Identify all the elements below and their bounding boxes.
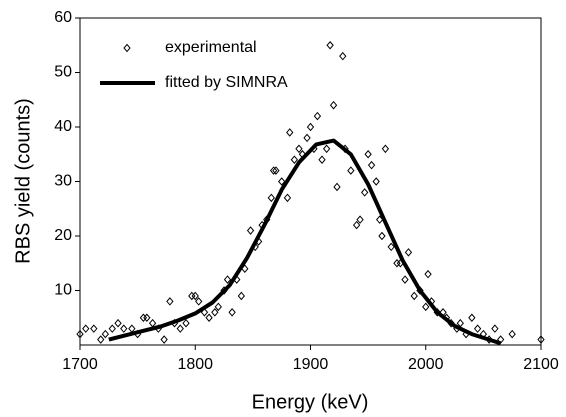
data-point xyxy=(306,122,315,132)
data-point xyxy=(387,242,395,252)
data-point xyxy=(339,51,347,61)
data-point xyxy=(295,144,303,154)
data-point xyxy=(223,275,232,284)
data-point xyxy=(286,128,294,137)
data-point xyxy=(97,335,105,344)
y-tick-label: 60 xyxy=(54,9,72,26)
data-point xyxy=(228,308,236,317)
legend-label: experimental xyxy=(165,39,257,56)
data-point xyxy=(195,297,203,306)
data-point xyxy=(143,313,151,323)
data-point xyxy=(182,318,190,328)
data-point xyxy=(246,226,255,235)
data-point xyxy=(166,297,174,306)
data-point xyxy=(313,111,322,121)
data-point xyxy=(278,177,286,186)
y-tick-label: 10 xyxy=(54,282,72,299)
data-point xyxy=(347,166,355,175)
data-point xyxy=(267,193,275,203)
data-point xyxy=(356,215,364,224)
legend-symbol xyxy=(123,43,131,53)
data-point xyxy=(361,188,369,197)
x-tick-label: 1800 xyxy=(177,356,213,373)
data-point xyxy=(322,144,331,154)
data-point xyxy=(205,313,213,323)
data-point xyxy=(381,144,390,154)
data-point xyxy=(468,313,476,323)
data-point xyxy=(367,160,376,170)
data-point xyxy=(214,302,222,312)
data-point xyxy=(303,133,311,143)
data-point xyxy=(401,275,409,284)
x-tick-label: 1900 xyxy=(293,356,329,373)
x-tick-label: 2000 xyxy=(408,356,444,373)
data-point xyxy=(422,302,430,312)
data-point xyxy=(290,155,299,164)
data-point xyxy=(160,335,168,344)
data-point xyxy=(404,248,413,257)
data-point xyxy=(90,324,98,333)
data-point xyxy=(191,291,199,301)
data-point xyxy=(333,182,341,192)
data-point xyxy=(473,324,482,333)
data-point xyxy=(283,193,292,203)
data-point xyxy=(237,291,246,301)
x-axis-title: Energy (keV) xyxy=(252,391,369,413)
y-tick-label: 40 xyxy=(54,118,72,135)
plot-frame xyxy=(79,17,542,346)
x-tick-label: 2100 xyxy=(523,356,559,373)
data-point xyxy=(272,166,280,175)
data-point xyxy=(108,324,116,333)
data-point xyxy=(329,100,338,110)
data-point xyxy=(101,329,110,339)
data-point xyxy=(364,149,372,159)
data-point xyxy=(326,40,334,50)
data-point xyxy=(318,155,326,164)
data-point xyxy=(491,324,499,333)
x-tick-label: 1700 xyxy=(62,356,98,373)
y-tick-label: 20 xyxy=(54,227,72,244)
data-point xyxy=(176,324,184,333)
data-point xyxy=(537,335,545,344)
data-point xyxy=(372,177,380,186)
y-axis-title: RBS yield (counts) xyxy=(12,98,34,264)
data-point xyxy=(410,291,418,301)
data-point xyxy=(211,308,219,317)
data-point xyxy=(378,231,386,241)
data-point xyxy=(128,324,136,333)
data-point xyxy=(148,318,157,328)
data-point xyxy=(352,220,361,230)
data-point xyxy=(424,269,432,279)
y-tick-label: 50 xyxy=(54,64,72,81)
data-point xyxy=(508,329,516,339)
fit-line xyxy=(108,138,502,346)
data-point xyxy=(114,318,122,328)
data-point xyxy=(120,324,128,333)
data-point xyxy=(76,329,84,339)
legend-label: fitted by SIMNRA xyxy=(165,74,288,91)
y-tick-label: 30 xyxy=(54,173,72,190)
data-point xyxy=(269,166,278,175)
data-point xyxy=(82,324,90,333)
